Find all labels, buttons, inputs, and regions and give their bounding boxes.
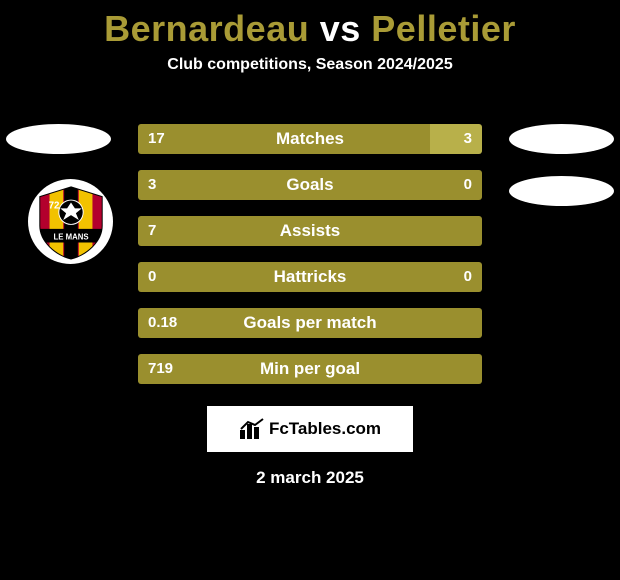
stat-value-right: 0 xyxy=(464,170,472,200)
svg-text:72: 72 xyxy=(48,200,59,211)
stat-bar: Assists7 xyxy=(138,216,482,246)
footer-brand-card[interactable]: FcTables.com xyxy=(207,406,413,452)
stat-bar: Matches17 3 xyxy=(138,124,482,154)
stat-bar: Min per goal719 xyxy=(138,354,482,384)
footer-date: 2 march 2025 xyxy=(0,468,620,488)
stat-bar: Goals per match0.18 xyxy=(138,308,482,338)
stat-label: Goals xyxy=(138,170,482,200)
club-badge: LE MANS 72 xyxy=(28,179,113,264)
title-left: Bernardeau xyxy=(104,8,309,49)
stat-value-right: 3 xyxy=(464,124,472,154)
stat-label: Min per goal xyxy=(138,354,482,384)
stat-label: Hattricks xyxy=(138,262,482,292)
stat-value-left: 7 xyxy=(148,216,156,246)
stat-value-left: 3 xyxy=(148,170,156,200)
stat-value-left: 17 xyxy=(148,124,165,154)
page-title: Bernardeau vs Pelletier xyxy=(0,0,620,50)
stat-bar: Goals3 0 xyxy=(138,170,482,200)
player-right-placeholder-2 xyxy=(509,176,614,206)
stat-label: Goals per match xyxy=(138,308,482,338)
subtitle: Club competitions, Season 2024/2025 xyxy=(0,56,620,74)
title-right: Pelletier xyxy=(371,8,516,49)
stat-value-left: 0 xyxy=(148,262,156,292)
club-badge-icon: LE MANS 72 xyxy=(32,183,110,261)
fctables-logo-icon xyxy=(239,418,265,440)
player-left-placeholder-1 xyxy=(6,124,111,154)
player-right-placeholder-1 xyxy=(509,124,614,154)
stat-bar: Hattricks0 0 xyxy=(138,262,482,292)
stats-column: Matches173Goals30Assists7Hattricks00Goal… xyxy=(138,124,482,400)
svg-text:LE MANS: LE MANS xyxy=(53,232,88,241)
stat-label: Matches xyxy=(138,124,482,154)
stat-value-left: 719 xyxy=(148,354,173,384)
stat-value-left: 0.18 xyxy=(148,308,177,338)
footer-brand-text: FcTables.com xyxy=(269,419,381,439)
stat-label: Assists xyxy=(138,216,482,246)
title-vs: vs xyxy=(320,8,361,49)
stat-value-right: 0 xyxy=(464,262,472,292)
